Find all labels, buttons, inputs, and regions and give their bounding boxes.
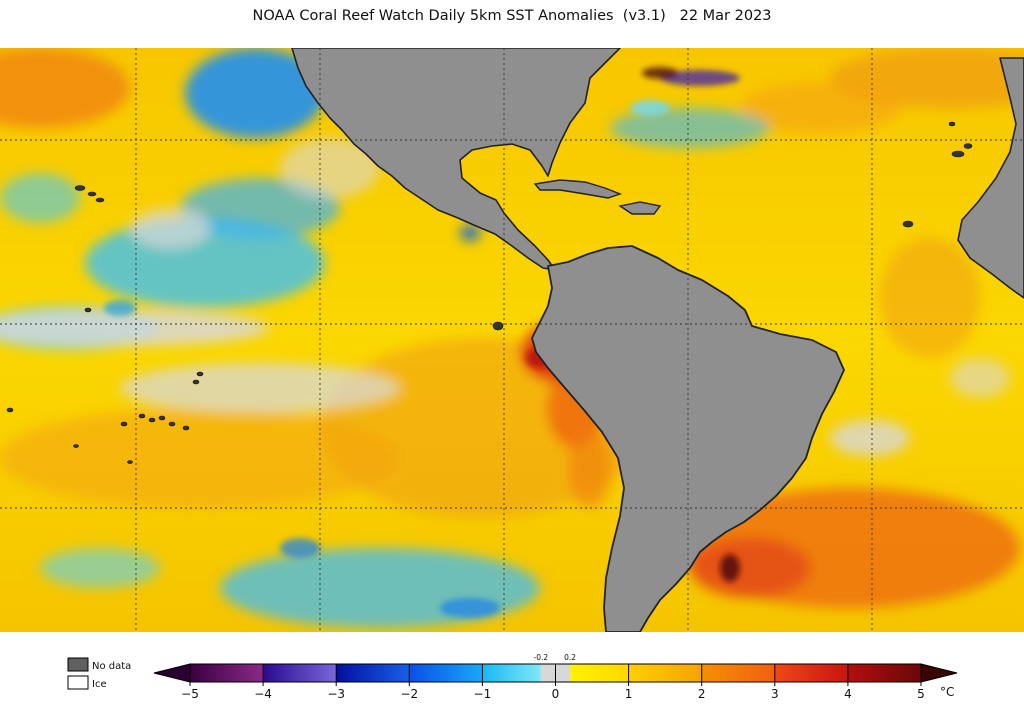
color-bar-segment bbox=[263, 664, 337, 682]
hispaniola-land bbox=[618, 201, 662, 215]
anomaly-field-detail bbox=[104, 67, 740, 618]
color-bar-tick-label: 4 bbox=[844, 687, 852, 701]
graticule-lines bbox=[0, 48, 1024, 632]
color-bar-tick-label: 2 bbox=[698, 687, 706, 701]
color-bar-tick-label: 3 bbox=[771, 687, 779, 701]
ice-swatch bbox=[67, 675, 89, 690]
color-scale-legend: No data Ice −5 −4 −3 −2 −1 0 1 2 3 4 5 -0.2 0.2 °C bbox=[67, 653, 958, 701]
color-bar-segment bbox=[482, 664, 541, 682]
color-bar-threshold-label: 0.2 bbox=[564, 653, 576, 662]
sst-anomaly-map bbox=[0, 48, 1024, 632]
pacific-islands bbox=[6, 121, 973, 464]
no-data-swatch bbox=[67, 657, 89, 672]
high-extend-arrow bbox=[920, 663, 958, 683]
north-america-land bbox=[291, 48, 621, 271]
color-bar: −5 −4 −3 −2 −1 0 1 2 3 4 5 -0.2 0.2 bbox=[153, 653, 958, 701]
color-bar-segment bbox=[570, 664, 629, 682]
africa-land bbox=[957, 57, 1024, 299]
color-bar-segment bbox=[774, 664, 848, 682]
low-extend-arrow bbox=[153, 663, 191, 683]
color-bar-segment bbox=[628, 664, 702, 682]
map-title: NOAA Coral Reef Watch Daily 5km SST Anom… bbox=[252, 8, 772, 24]
color-bar-segment bbox=[190, 664, 264, 682]
color-bar-threshold-label: -0.2 bbox=[534, 653, 549, 662]
color-bar-tick-label: −5 bbox=[181, 687, 199, 701]
color-bar-tick-label: 1 bbox=[625, 687, 633, 701]
color-bar-tick-label: −4 bbox=[254, 687, 272, 701]
color-bar-segment bbox=[847, 664, 921, 682]
color-bar-segment bbox=[409, 664, 483, 682]
color-bar-tick-label: 5 bbox=[917, 687, 925, 701]
ice-label: Ice bbox=[92, 679, 107, 690]
cuba-land bbox=[533, 179, 623, 199]
color-bar-segment bbox=[336, 664, 410, 682]
color-bar-segment bbox=[701, 664, 775, 682]
color-bar-tick-label: −1 bbox=[474, 687, 492, 701]
no-data-label: No data bbox=[92, 661, 131, 672]
color-bar-tick-label: −3 bbox=[327, 687, 345, 701]
unit-label: °C bbox=[940, 685, 954, 699]
color-bar-tick-label: 0 bbox=[552, 687, 560, 701]
color-bar-tick-label: −2 bbox=[400, 687, 418, 701]
